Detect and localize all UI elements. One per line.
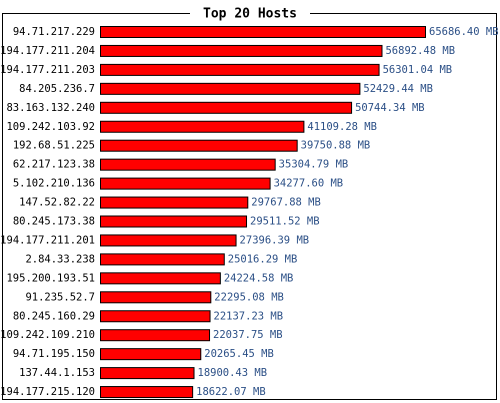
bar xyxy=(100,63,380,76)
bar xyxy=(100,253,225,266)
value-label: 56892.48 MB xyxy=(385,45,455,57)
y-tick-label: 109.242.103.92 xyxy=(6,121,95,133)
value-label: 29511.52 MB xyxy=(250,216,320,228)
value-label: 39750.88 MB xyxy=(301,140,371,152)
bar xyxy=(100,386,194,399)
bar xyxy=(100,234,237,247)
y-tick-label: 62.217.123.38 xyxy=(13,159,95,171)
y-tick-label: 80.245.160.29 xyxy=(13,310,95,322)
y-tick-label: 137.44.1.153 xyxy=(19,367,95,379)
bar xyxy=(100,120,305,133)
bar xyxy=(100,44,383,57)
value-label: 41109.28 MB xyxy=(307,121,377,133)
value-label: 52429.44 MB xyxy=(363,83,433,95)
value-label: 50744.34 MB xyxy=(355,102,425,114)
y-tick-label: 2.84.33.238 xyxy=(25,253,95,265)
bar xyxy=(100,291,212,304)
bar xyxy=(100,329,211,342)
y-tick-label: 194.177.211.204 xyxy=(0,45,95,57)
bar xyxy=(100,82,361,95)
bar xyxy=(100,139,298,152)
chart-title: Top 20 Hosts xyxy=(203,7,297,22)
value-label: 27396.39 MB xyxy=(240,234,310,246)
value-label: 22137.23 MB xyxy=(214,310,284,322)
value-label: 22037.75 MB xyxy=(213,329,283,341)
value-label: 18900.43 MB xyxy=(198,367,268,379)
bar xyxy=(100,26,426,38)
y-tick-label: 94.71.195.150 xyxy=(13,348,95,360)
y-tick-label: 194.177.215.120 xyxy=(0,386,95,398)
title-background xyxy=(190,4,310,22)
bar xyxy=(100,177,271,190)
y-tick-label: 80.245.173.38 xyxy=(13,216,95,228)
value-label: 65686.40 MB xyxy=(429,26,499,38)
bar xyxy=(100,158,276,171)
value-label: 22295.08 MB xyxy=(214,291,284,303)
bar xyxy=(100,367,195,380)
bar xyxy=(100,196,249,209)
y-tick-label: 84.205.236.7 xyxy=(19,83,95,95)
y-tick-label: 91.235.52.7 xyxy=(25,291,95,303)
value-label: 56301.04 MB xyxy=(383,64,453,76)
y-tick-label: 194.177.211.203 xyxy=(0,64,95,76)
value-label: 34277.60 MB xyxy=(274,178,344,190)
y-tick-label: 109.242.109.210 xyxy=(0,329,95,341)
y-tick-label: 83.163.132.240 xyxy=(6,102,95,114)
bar xyxy=(100,310,211,323)
value-label: 20265.45 MB xyxy=(204,348,274,360)
bar xyxy=(100,101,353,114)
value-label: 24224.58 MB xyxy=(224,272,294,284)
value-label: 29767.88 MB xyxy=(251,197,321,209)
y-tick-label: 147.52.82.22 xyxy=(19,197,95,209)
y-tick-label: 94.71.217.229 xyxy=(13,26,95,38)
bar xyxy=(100,215,248,228)
y-tick-label: 5.102.210.136 xyxy=(13,178,95,190)
value-label: 18622.07 MB xyxy=(196,386,266,398)
y-tick-label: 192.68.51.225 xyxy=(13,140,95,152)
value-label: 35304.79 MB xyxy=(279,159,349,171)
y-tick-label: 195.200.193.51 xyxy=(6,272,95,284)
y-tick-label: 194.177.211.201 xyxy=(0,234,95,246)
bar xyxy=(100,348,202,361)
value-label: 25016.29 MB xyxy=(228,253,298,265)
bar xyxy=(100,272,221,285)
